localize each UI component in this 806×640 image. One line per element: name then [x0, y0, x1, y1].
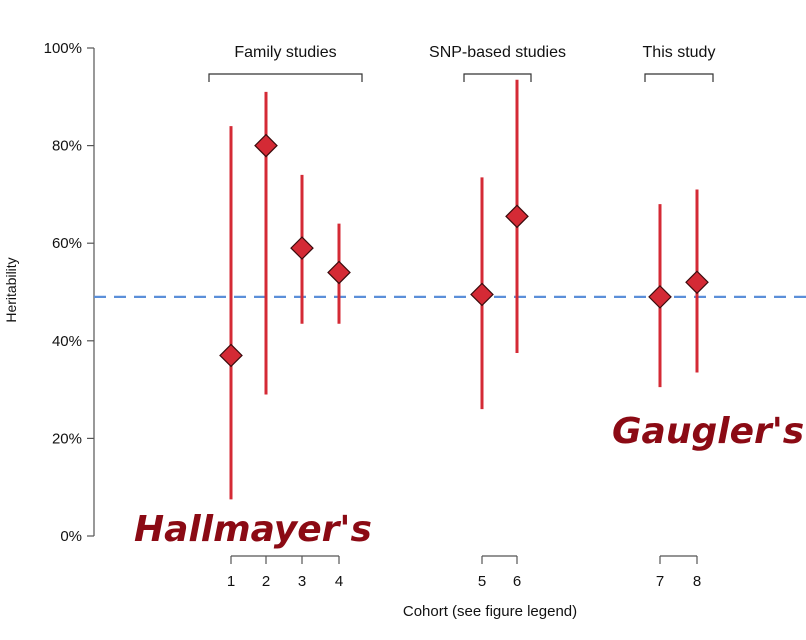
point-marker [219, 343, 243, 368]
group-label: Family studies [234, 44, 336, 61]
point-marker [685, 270, 709, 295]
point-marker [505, 204, 529, 229]
point-marker [254, 133, 278, 158]
y-tick-label: 80% [52, 138, 82, 155]
group-bracket [208, 73, 363, 82]
point-marker [290, 236, 314, 260]
point-marker [470, 282, 494, 307]
point-marker [648, 285, 672, 309]
annotation-gaugler: Gaugler's [612, 411, 804, 452]
group-label: SNP-based studies [429, 44, 566, 61]
x-tick-label: 6 [513, 573, 521, 590]
annotation-hallmayer: Hallmayer's [134, 509, 372, 550]
x-tick-label: 1 [227, 573, 235, 590]
y-tick-label: 0% [60, 528, 82, 545]
group-bracket [644, 73, 714, 82]
group-brackets: Family studies SNP-based studies This stud… [208, 44, 716, 82]
x-tick-label: 8 [693, 573, 701, 590]
x-tick-label: 3 [298, 573, 306, 590]
x-tick-label: 4 [335, 573, 343, 590]
y-tick-label: 100% [44, 40, 82, 57]
point-marker [327, 260, 351, 285]
group-label: This study [643, 44, 716, 61]
y-axis: 0% 20% 40% 60% 80% 100% [44, 40, 95, 545]
y-tick-label: 40% [52, 333, 82, 350]
x-tick-label: 5 [478, 573, 486, 590]
x-tick-label: 2 [262, 573, 270, 590]
y-axis-label: Heritability [3, 257, 19, 322]
group-bracket [463, 73, 532, 82]
y-tick-label: 20% [52, 430, 82, 447]
x-axis-label: Cohort (see figure legend) [403, 603, 577, 620]
x-axis: 1 2 3 4 5 6 7 8 [227, 555, 701, 590]
y-tick-label: 60% [52, 235, 82, 252]
x-tick-label: 7 [656, 573, 664, 590]
point-markers [219, 133, 709, 368]
